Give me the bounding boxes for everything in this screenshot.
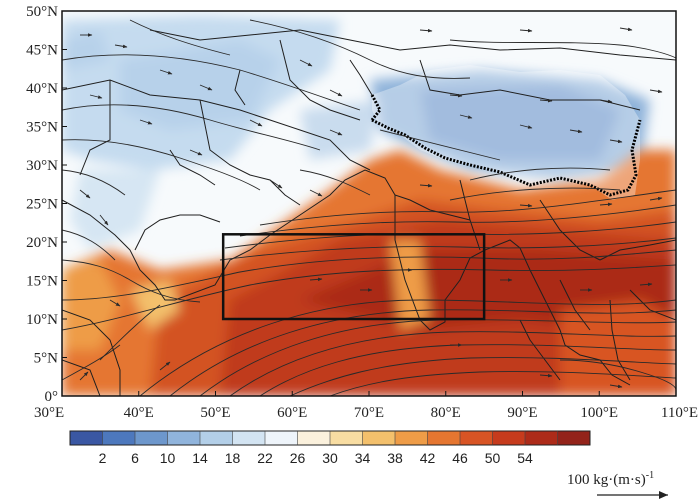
colorbar-swatch	[362, 431, 396, 445]
colorbar-swatch	[297, 431, 331, 445]
colorbar-swatch	[200, 431, 233, 445]
colorbar-swatch	[460, 431, 493, 445]
colorbar-tick-label: 6	[131, 450, 139, 466]
colorbar-tick-label: 50	[485, 450, 501, 466]
plateau-mask	[372, 65, 640, 200]
colorbar-tick-label: 34	[355, 450, 371, 466]
colorbar-tick-label: 54	[517, 450, 533, 466]
lat-tick-label: 15°N	[26, 274, 58, 290]
lat-tick-label: 45°N	[26, 43, 58, 59]
colorbar-swatch	[232, 431, 266, 445]
reference-vector-label: 100 kg·(m·s)-1	[567, 470, 654, 489]
lon-tick-label: 110°E	[661, 405, 698, 421]
lat-tick-label: 25°N	[26, 197, 58, 213]
lat-tick-label: 20°N	[26, 235, 58, 251]
wind-vectors	[79, 27, 663, 389]
colorbar-swatch	[265, 431, 298, 445]
colorbar-swatch	[102, 431, 136, 445]
colorbar-tick-label: 14	[192, 450, 208, 466]
colorbar-swatch	[427, 431, 461, 445]
lat-axis: 0° 5°N 10°N 15°N 20°N 25°N 30°N 35°N 40°N 45°N 50°…	[26, 4, 67, 405]
colorbar-tick-label: 38	[387, 450, 403, 466]
lat-tick-label: 10°N	[26, 312, 58, 328]
lat-tick-label: 5°N	[34, 351, 58, 367]
lat-tick-label: 50°N	[26, 4, 58, 20]
colorbar-swatch	[395, 431, 428, 445]
plateau-edge	[371, 118, 642, 197]
reference-vector-exponent: -1	[645, 470, 655, 481]
colorbar-tick-label: 46	[452, 450, 468, 466]
lon-tick-label: 30°E	[34, 405, 64, 421]
colorbar-swatch	[492, 431, 526, 445]
lat-tick-label: 35°N	[26, 120, 58, 136]
colorbar-tick-label: 26	[290, 450, 306, 466]
lon-tick-label: 100°E	[580, 405, 618, 421]
reference-vector-head	[659, 491, 668, 499]
colorbar-swatch	[167, 431, 201, 445]
colorbar-swatch	[135, 431, 168, 445]
high-flux-shading	[62, 150, 676, 396]
low-flux-shading	[62, 15, 650, 250]
borders	[62, 29, 676, 396]
colorbar-tick-label: 2	[99, 450, 107, 466]
colorbar-swatch	[525, 431, 558, 445]
colorbar: 2 6 10 14 18 22 26 30 34 38 42 46 50 54	[69, 430, 591, 466]
lon-tick-label: 80°E	[431, 405, 461, 421]
lon-axis: 30°E 40°E 50°E 60°E 70°E 80°E 90°E 100°E 110°E	[34, 391, 698, 421]
colorbar-swatch	[70, 431, 103, 445]
lon-tick-label: 70°E	[354, 405, 384, 421]
lat-tick-label: 0°	[45, 389, 59, 405]
lat-tick-label: 40°N	[26, 81, 58, 97]
analysis-box	[221, 233, 486, 321]
colorbar-swatch	[330, 431, 363, 445]
lon-tick-label: 90°E	[507, 405, 537, 421]
colorbar-tick-label: 10	[160, 450, 176, 466]
colorbar-tick-label: 42	[420, 450, 436, 466]
lon-tick-label: 60°E	[277, 405, 307, 421]
colorbar-tick-label: 18	[225, 450, 241, 466]
reference-vector-text: 100 kg·(m·s)	[567, 472, 646, 488]
colorbar-tick-label: 30	[322, 450, 338, 466]
map-plot-area	[62, 11, 676, 396]
lon-tick-label: 40°E	[124, 405, 154, 421]
lon-tick-label: 50°E	[200, 405, 230, 421]
colorbar-tick-label: 22	[257, 450, 273, 466]
colorbar-swatch	[557, 431, 591, 445]
lat-tick-label: 30°N	[26, 158, 58, 174]
